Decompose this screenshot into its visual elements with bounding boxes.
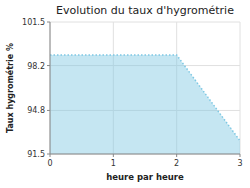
y-tick xyxy=(47,154,50,155)
x-tick-label: 1 xyxy=(111,159,116,168)
line xyxy=(50,55,240,141)
plot-area xyxy=(50,22,240,154)
chart: 0 1 2 3 91.5 94.8 98.2 101.5 Evolution du taux d… xyxy=(0,0,250,188)
x-axis-label: heure par heure xyxy=(106,172,184,182)
x-tick-label: 3 xyxy=(237,159,242,168)
title: Evolution du taux d'hygrométrie xyxy=(56,4,234,17)
area xyxy=(50,55,240,154)
y-tick xyxy=(47,65,50,66)
grid-line xyxy=(240,22,241,154)
y-tick-label: 91.5 xyxy=(27,150,45,159)
x-tick xyxy=(240,154,241,157)
x-axis-line xyxy=(50,154,240,155)
y-tick-label: 101.5 xyxy=(22,18,45,27)
x-tick xyxy=(113,154,114,157)
y-axis-label: Taux hygrométrie % xyxy=(5,43,15,133)
x-tick-label: 2 xyxy=(174,159,179,168)
x-tick xyxy=(176,154,177,157)
y-tick-label: 94.8 xyxy=(27,106,45,115)
y-tick-label: 98.2 xyxy=(27,62,45,71)
y-tick xyxy=(47,110,50,111)
grid-line xyxy=(50,22,51,154)
grid-line xyxy=(50,154,240,155)
grid-line xyxy=(50,22,240,23)
y-axis-line xyxy=(50,22,51,154)
y-tick xyxy=(47,22,50,23)
x-tick-label: 0 xyxy=(47,159,52,168)
plot-marks xyxy=(50,55,240,154)
